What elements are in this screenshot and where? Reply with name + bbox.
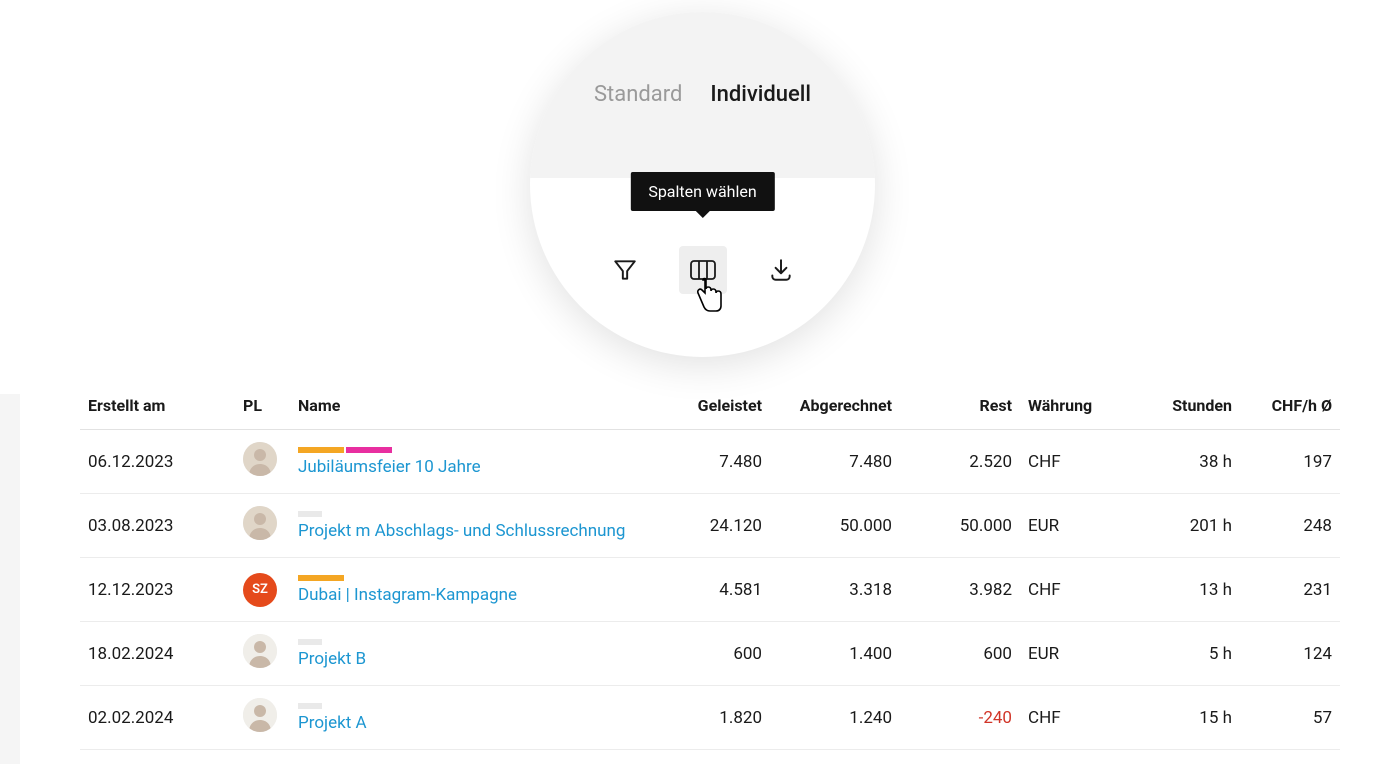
- cell-pl[interactable]: [235, 622, 290, 686]
- cell-pl[interactable]: [235, 686, 290, 750]
- filter-icon: [612, 257, 638, 283]
- cell-waehrung: CHF: [1020, 686, 1120, 750]
- filter-button[interactable]: [601, 246, 649, 294]
- col-header-abgerechnet[interactable]: Abgerechnet: [770, 396, 900, 430]
- callout-tabs: Standard Individuell: [530, 12, 875, 178]
- cell-name: Projekt A: [290, 686, 650, 750]
- left-gutter: [0, 394, 20, 764]
- cell-geleistet: 7.480: [650, 430, 770, 494]
- cell-date: 03.08.2023: [80, 494, 235, 558]
- cell-waehrung: CHF: [1020, 558, 1120, 622]
- cell-stunden: 5 h: [1120, 622, 1240, 686]
- column-picker-callout: Standard Individuell Spalten wählen: [530, 12, 875, 357]
- avatar[interactable]: [243, 698, 277, 732]
- cell-rate: 197: [1240, 430, 1340, 494]
- col-header-stunden[interactable]: Stunden: [1120, 396, 1240, 430]
- project-link[interactable]: Projekt m Abschlags- und Schlussrechnung: [298, 521, 625, 541]
- tag-strip: [298, 703, 642, 709]
- col-header-name[interactable]: Name: [290, 396, 650, 430]
- cell-abgerechnet: 1.240: [770, 686, 900, 750]
- cell-rest: -240: [900, 686, 1020, 750]
- col-header-rest[interactable]: Rest: [900, 396, 1020, 430]
- cell-name: Dubai | Instagram-Kampagne: [290, 558, 650, 622]
- col-header-waehrung[interactable]: Währung: [1020, 396, 1120, 430]
- cursor-hand-icon: [693, 276, 727, 316]
- cell-pl[interactable]: [235, 430, 290, 494]
- avatar[interactable]: [243, 506, 277, 540]
- cell-rate: 57: [1240, 686, 1340, 750]
- project-link[interactable]: Dubai | Instagram-Kampagne: [298, 585, 517, 605]
- cell-abgerechnet: 7.480: [770, 430, 900, 494]
- cell-geleistet: 1.820: [650, 686, 770, 750]
- cell-name: Projekt B: [290, 622, 650, 686]
- projects-table: Erstellt am PL Name Geleistet Abgerechne…: [80, 396, 1340, 750]
- col-header-date[interactable]: Erstellt am: [80, 396, 235, 430]
- tag-strip: [298, 575, 642, 581]
- cell-abgerechnet: 3.318: [770, 558, 900, 622]
- cell-rate: 124: [1240, 622, 1340, 686]
- cell-pl[interactable]: [235, 494, 290, 558]
- tab-standard[interactable]: Standard: [594, 82, 682, 107]
- tag-strip: [298, 639, 642, 645]
- cell-stunden: 38 h: [1120, 430, 1240, 494]
- table-row: 18.02.2024Projekt B6001.400600EUR5 h124: [80, 622, 1340, 686]
- tab-individuell[interactable]: Individuell: [710, 82, 811, 107]
- cell-stunden: 13 h: [1120, 558, 1240, 622]
- cell-name: Jubiläumsfeier 10 Jahre: [290, 430, 650, 494]
- table-row: 12.12.2023SZ Dubai | Instagram-Kampagne 4.…: [80, 558, 1340, 622]
- avatar[interactable]: SZ: [243, 573, 277, 607]
- tag-strip: [298, 447, 642, 453]
- download-icon: [768, 257, 794, 283]
- cell-abgerechnet: 50.000: [770, 494, 900, 558]
- project-link[interactable]: Projekt A: [298, 713, 367, 733]
- table-row: 02.02.2024 Projekt A 1.8201.240-240CHF15 h…: [80, 686, 1340, 750]
- cell-name: Projekt m Abschlags- und Schlussrechnung: [290, 494, 650, 558]
- project-link[interactable]: Jubiläumsfeier 10 Jahre: [298, 457, 481, 477]
- cell-rest: 50.000: [900, 494, 1020, 558]
- avatar[interactable]: [243, 442, 277, 476]
- cell-rate: 248: [1240, 494, 1340, 558]
- cell-waehrung: EUR: [1020, 622, 1120, 686]
- project-link[interactable]: Projekt B: [298, 649, 366, 669]
- cell-date: 12.12.2023: [80, 558, 235, 622]
- cell-stunden: 201 h: [1120, 494, 1240, 558]
- col-header-rate[interactable]: CHF/h Ø: [1240, 396, 1340, 430]
- cell-geleistet: 24.120: [650, 494, 770, 558]
- cell-geleistet: 4.581: [650, 558, 770, 622]
- cell-pl[interactable]: SZ: [235, 558, 290, 622]
- avatar[interactable]: [243, 634, 277, 668]
- table-row: 06.12.2023 Jubiläumsfeier 10 Jahre 7.4807.…: [80, 430, 1340, 494]
- cell-rate: 231: [1240, 558, 1340, 622]
- tag-strip: [298, 511, 642, 517]
- cell-date: 18.02.2024: [80, 622, 235, 686]
- tag-chip: [298, 639, 322, 645]
- callout-toolbar: Spalten wählen: [530, 178, 875, 357]
- cell-geleistet: 600: [650, 622, 770, 686]
- cell-waehrung: CHF: [1020, 430, 1120, 494]
- tag-chip: [346, 447, 392, 453]
- tag-chip: [298, 703, 322, 709]
- cell-abgerechnet: 1.400: [770, 622, 900, 686]
- tag-chip: [298, 447, 344, 453]
- cell-rest: 600: [900, 622, 1020, 686]
- tag-chip: [298, 511, 322, 517]
- columns-button[interactable]: [679, 246, 727, 294]
- cell-date: 02.02.2024: [80, 686, 235, 750]
- cell-date: 06.12.2023: [80, 430, 235, 494]
- download-button[interactable]: [757, 246, 805, 294]
- tooltip-spalten-waehlen: Spalten wählen: [630, 172, 774, 211]
- col-header-pl[interactable]: PL: [235, 396, 290, 430]
- table-row: 03.08.2023 Projekt m Abschlags- und Schlu…: [80, 494, 1340, 558]
- cell-rest: 3.982: [900, 558, 1020, 622]
- cell-stunden: 15 h: [1120, 686, 1240, 750]
- col-header-geleistet[interactable]: Geleistet: [650, 396, 770, 430]
- cell-waehrung: EUR: [1020, 494, 1120, 558]
- cell-rest: 2.520: [900, 430, 1020, 494]
- table-header-row: Erstellt am PL Name Geleistet Abgerechne…: [80, 396, 1340, 430]
- tag-chip: [298, 575, 344, 581]
